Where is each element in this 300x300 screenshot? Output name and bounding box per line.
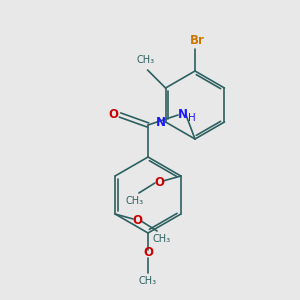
Text: H: H bbox=[188, 113, 196, 123]
Text: O: O bbox=[108, 107, 118, 121]
Text: N: N bbox=[178, 107, 188, 121]
Text: O: O bbox=[154, 176, 164, 188]
Text: O: O bbox=[132, 214, 142, 226]
Text: CH₃: CH₃ bbox=[126, 196, 144, 206]
Text: CH₃: CH₃ bbox=[139, 276, 157, 286]
Text: N: N bbox=[156, 116, 166, 128]
Text: O: O bbox=[143, 247, 153, 260]
Text: CH₃: CH₃ bbox=[152, 234, 170, 244]
Text: CH₃: CH₃ bbox=[136, 55, 154, 65]
Text: Br: Br bbox=[190, 34, 204, 46]
